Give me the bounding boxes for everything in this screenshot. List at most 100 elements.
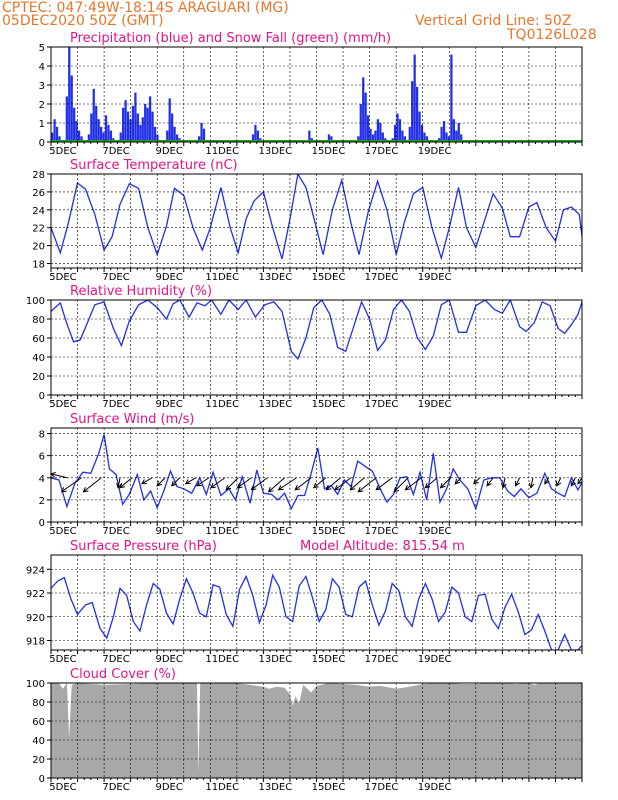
x-tick-label: 9DEC — [155, 272, 182, 283]
y-tick-label: 2 — [39, 100, 45, 111]
x-tick-label: 19DEC — [418, 399, 452, 410]
precip-bar — [254, 124, 257, 142]
header-run: 05DEC2020 50Z (GMT) — [2, 13, 164, 29]
wind-arrow — [156, 477, 166, 487]
precip-bar — [401, 130, 404, 142]
wind-arrow-head — [325, 484, 332, 491]
precip-bar — [53, 119, 56, 142]
wind-arrow-head — [116, 482, 122, 489]
wind-arrow-head — [473, 478, 479, 485]
y-tick-label: 20 — [32, 242, 45, 253]
wind-arrow-head — [82, 486, 89, 493]
panel-wind: Surface Wind (m/s) 0 2 4 6 8 5DEC 7DEC 9DEC 11DEC… — [39, 412, 583, 537]
x-tick-label: 15DEC — [312, 399, 346, 410]
wind-arrow — [196, 477, 210, 487]
precip-bar — [445, 132, 448, 142]
wind-arrow — [405, 477, 422, 491]
precip-bar — [144, 104, 147, 142]
x-tick-label: 9DEC — [155, 782, 182, 793]
wind-arrow-head — [171, 480, 177, 487]
precip-bar — [379, 123, 382, 142]
x-tick-label: 5DEC — [49, 146, 76, 157]
x-tick-label: 13DEC — [258, 526, 292, 537]
precip-bar — [396, 113, 399, 142]
precip-bar — [92, 88, 95, 142]
plot-area-temperature — [51, 174, 582, 261]
x-tick-label: 5DEC — [49, 526, 76, 537]
plot-area-precipitation — [51, 47, 582, 142]
wind-arrow-head — [486, 480, 492, 487]
x-tick-label: 19DEC — [418, 782, 452, 793]
x-tick-label: 7DEC — [102, 782, 129, 793]
precip-bar — [146, 107, 149, 142]
y-tick-label: 4 — [39, 474, 45, 485]
x-tick-label: 19DEC — [418, 272, 452, 283]
y-tick-label: 920 — [26, 613, 45, 624]
x-tick-label: 13DEC — [258, 399, 292, 410]
panel-title-wind: Surface Wind (m/s) — [70, 412, 194, 427]
y-tick-label: 100 — [26, 296, 45, 307]
x-tick-label: 17DEC — [365, 272, 399, 283]
wind-arrow-head — [51, 472, 56, 478]
wind-arrow — [357, 477, 377, 493]
wind-arrow — [185, 477, 196, 485]
wind-arrow-head — [577, 478, 582, 485]
precip-bar — [156, 134, 159, 142]
precip-bar — [200, 123, 203, 142]
y-tick-label: 100 — [26, 679, 45, 690]
panel-title-precipitation: Precipitation (blue) and Snow Fall (gree… — [70, 31, 391, 46]
precip-bar — [95, 105, 98, 142]
wind-arrow-head — [556, 480, 562, 487]
x-tick-label: 17DEC — [365, 782, 399, 793]
precip-bar — [440, 126, 443, 142]
precip-bar — [129, 119, 132, 142]
wind-arrow-head — [501, 482, 507, 489]
x-tick-label: 11DEC — [205, 654, 239, 665]
y-tick-label: 918 — [26, 637, 45, 648]
wind-arrow-head — [349, 484, 356, 491]
precip-bar — [171, 113, 174, 142]
wind-arrow — [278, 477, 297, 491]
x-tick-label: 15DEC — [312, 272, 346, 283]
precip-bar — [374, 130, 377, 142]
precip-bar — [55, 126, 59, 142]
panels: Precipitation (blue) and Snow Fall (gree… — [26, 31, 583, 793]
x-tick-label: 19DEC — [418, 146, 452, 157]
y-tick-label: 26 — [32, 188, 45, 199]
precip-bar — [369, 128, 372, 142]
precip-bar — [68, 47, 71, 142]
x-tick-label: 15DEC — [312, 146, 346, 157]
wind-arrow — [268, 477, 285, 493]
wind-arrow — [570, 477, 576, 486]
y-tick-label: 922 — [26, 589, 45, 600]
y-tick-label: 80 — [32, 315, 45, 326]
x-tick-label: 13DEC — [258, 782, 292, 793]
precip-bar — [122, 107, 125, 142]
wind-arrow — [61, 477, 82, 493]
x-tick-label: 11DEC — [205, 146, 239, 157]
wind-arrow-head — [393, 486, 400, 493]
wind-arrow-head — [196, 481, 202, 487]
x-tick-label: 9DEC — [155, 146, 182, 157]
y-tick-label: 1 — [39, 119, 45, 130]
wind-arrow — [556, 477, 562, 486]
y-tick-label: 60 — [32, 717, 45, 728]
x-tick-label: 15DEC — [312, 782, 346, 793]
precip-bar — [460, 134, 463, 142]
wind-arrow — [334, 477, 352, 491]
precip-bar — [403, 136, 406, 142]
wind-arrow — [473, 477, 481, 485]
precip-bar — [202, 128, 206, 142]
x-tick-label: 13DEC — [258, 146, 292, 157]
panel-frame-wind — [50, 427, 583, 523]
x-tick-label: 15DEC — [312, 526, 346, 537]
wind-arrow-head — [277, 485, 284, 491]
y-tick-label: 5 — [39, 43, 45, 54]
precip-bar — [175, 134, 179, 142]
wind-arrow-head — [294, 485, 301, 491]
wind-arrow-head — [312, 482, 319, 489]
precip-bar — [75, 121, 78, 142]
panel-cloud: Cloud Cover (%) 0 20 40 60 80 100 5DEC 7DEC 9DEC 1… — [26, 667, 583, 793]
panel-frame-temperature — [50, 173, 583, 269]
y-tick-label: 0 — [39, 391, 45, 402]
